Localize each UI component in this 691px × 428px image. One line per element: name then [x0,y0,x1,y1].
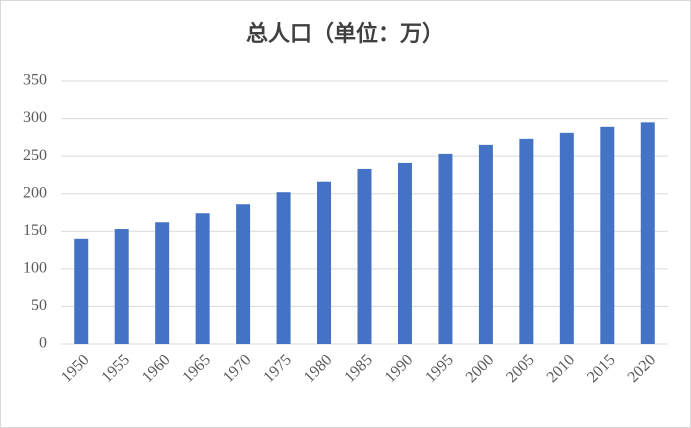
bar [195,213,210,344]
bar [114,229,129,344]
bar [600,126,615,344]
bar [74,238,89,344]
bar [519,138,534,344]
y-tick-label: 250 [23,147,47,164]
y-tick-label: 300 [23,109,47,126]
bar [317,181,332,344]
bar [438,153,453,344]
bar [357,168,372,344]
bar [397,162,412,344]
bar [559,132,574,344]
bar [640,122,655,344]
y-tick-label: 50 [31,297,47,314]
y-tick-label: 0 [39,335,47,352]
bar [155,222,170,344]
bar [276,192,291,344]
y-tick-label: 150 [23,222,47,239]
chart-title: 总人口（单位：万） [246,21,444,46]
y-tick-label: 350 [23,72,47,89]
y-tick-label: 100 [23,260,47,277]
y-tick-label: 200 [23,184,47,201]
bar [478,144,493,344]
bar [236,204,251,344]
